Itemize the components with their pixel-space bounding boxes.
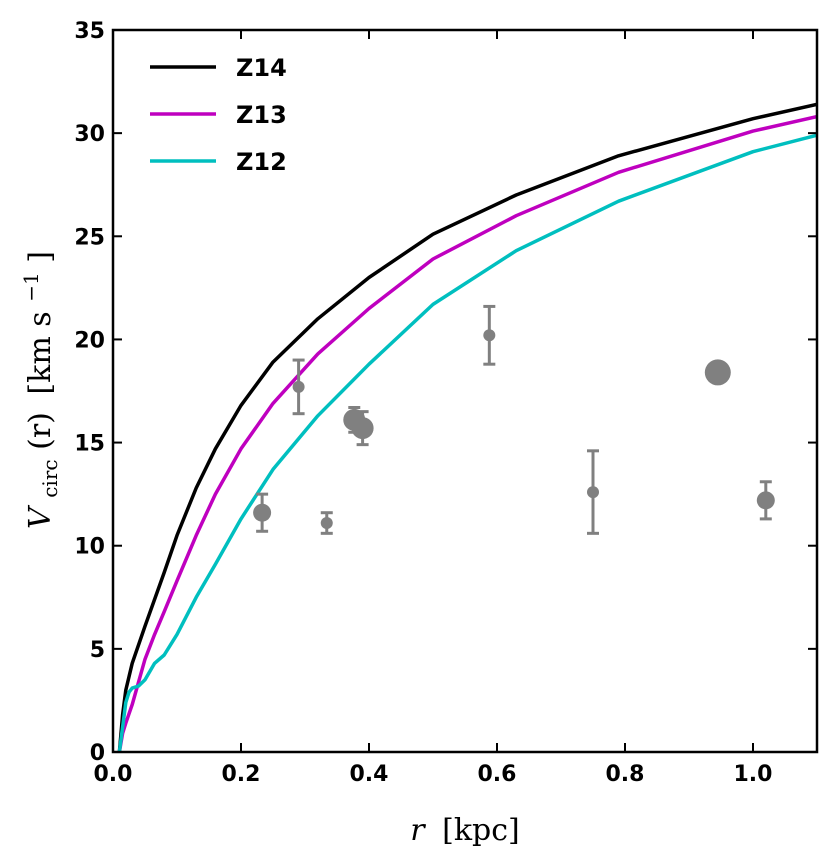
- legend-entry-z14: Z14: [150, 54, 287, 82]
- plot-frame: [111, 28, 819, 754]
- observation-point: [320, 511, 333, 535]
- observation-marker: [756, 491, 775, 510]
- x-tick-label: 0.0: [94, 762, 133, 787]
- observation-marker: [351, 417, 374, 440]
- observation-point: [253, 492, 272, 533]
- y-tick-label: 15: [74, 432, 105, 457]
- observation-marker: [253, 503, 272, 522]
- x-axis-variable: r: [410, 813, 426, 848]
- y-tick-label: 5: [90, 638, 105, 663]
- ticks-layer: 0.0 0.2 0.4 0.6 0.8 1.0 0 5 10 15 20 25 30 35: [74, 19, 817, 787]
- x-tick-label: 0.6: [478, 762, 517, 787]
- y-axis-label: V circ (r) [km s −1 ]: [11, 251, 65, 529]
- observation-marker: [483, 329, 496, 342]
- y-tick-label: 35: [74, 19, 105, 44]
- observation-marker: [292, 380, 305, 393]
- observation-point: [704, 359, 731, 386]
- observation-marker: [320, 517, 333, 530]
- x-tick-label: 0.4: [350, 762, 389, 787]
- y-axis-exponent: −1: [19, 272, 43, 301]
- x-axis-unit: [kpc]: [442, 813, 520, 848]
- legend-label: Z12: [236, 148, 287, 176]
- x-tick-label: 1.0: [734, 762, 773, 787]
- observation-point: [756, 480, 775, 521]
- x-tick-label: 0.8: [606, 762, 645, 787]
- observation-marker: [587, 486, 599, 499]
- y-axis-argument: (r): [23, 412, 58, 450]
- observation-marker: [704, 359, 731, 386]
- observation-point: [351, 410, 374, 447]
- legend-label: Z13: [236, 101, 287, 129]
- x-axis-label: r [kpc]: [410, 813, 519, 848]
- y-tick-label: 10: [74, 535, 105, 560]
- y-tick-label: 25: [74, 225, 105, 250]
- series-line-z12: [117, 133, 817, 752]
- observation-point: [587, 449, 599, 535]
- observation-point: [292, 358, 305, 416]
- y-axis-unit-close: ]: [23, 251, 58, 263]
- legend-entry-z12: Z12: [150, 148, 287, 176]
- y-axis-subscript: circ: [38, 459, 62, 497]
- y-axis-unit: [km s: [23, 311, 58, 394]
- y-tick-label: 20: [74, 328, 105, 353]
- observations-layer: [253, 304, 775, 535]
- legend-entry-z13: Z13: [150, 101, 287, 129]
- legend-label: Z14: [236, 54, 287, 82]
- x-tick-label: 0.2: [222, 762, 261, 787]
- legend: Z14 Z13 Z12: [150, 54, 287, 176]
- y-tick-label: 30: [74, 122, 105, 147]
- y-axis-variable: V: [23, 504, 58, 529]
- series-line-z14: [117, 102, 817, 752]
- series-line-z13: [117, 114, 817, 752]
- observation-point: [483, 304, 496, 366]
- series-layer: [117, 102, 817, 752]
- y-tick-label: 0: [90, 741, 105, 766]
